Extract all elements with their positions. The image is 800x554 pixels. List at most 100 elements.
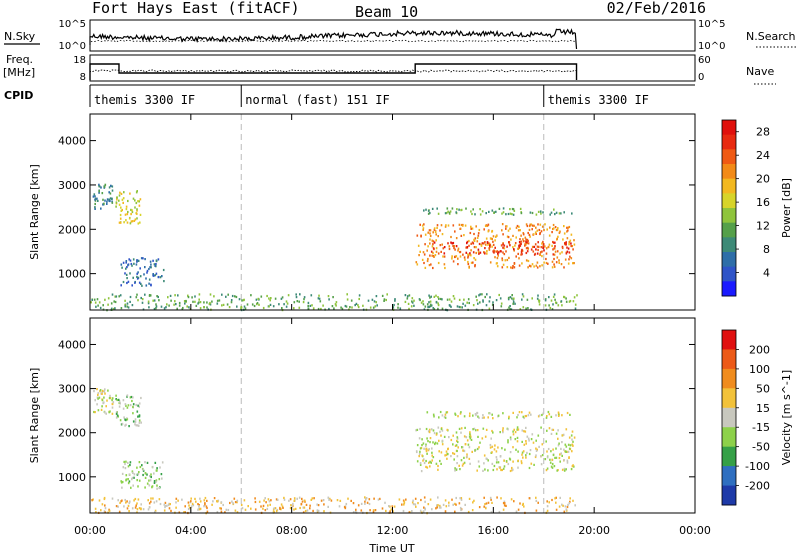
- echo-cell: [360, 509, 363, 512]
- echo-cell: [415, 505, 417, 508]
- echo-cell: [243, 298, 245, 301]
- echo-cell: [513, 248, 515, 251]
- echo-cell: [484, 224, 487, 227]
- echo-cell: [524, 244, 526, 247]
- echo-cell: [167, 296, 169, 299]
- echo-cell: [116, 398, 119, 402]
- echo-cell: [232, 502, 234, 505]
- echo-cell: [148, 278, 151, 281]
- echo-cell: [429, 242, 431, 245]
- echo-cell: [148, 306, 150, 309]
- echo-cell: [301, 497, 303, 500]
- echo-cell: [491, 230, 493, 233]
- echo-cell: [360, 502, 363, 505]
- echo-cell: [199, 307, 202, 310]
- echo-cell: [494, 239, 496, 242]
- echo-cell: [155, 307, 157, 310]
- echo-cell: [522, 238, 524, 241]
- echo-cell: [312, 307, 315, 310]
- echo-cell: [184, 511, 186, 514]
- echo-cell: [236, 305, 238, 308]
- echo-cell: [134, 199, 136, 202]
- echo-cell: [419, 427, 421, 431]
- echo-cell: [96, 298, 99, 301]
- echo-cell: [536, 297, 539, 300]
- echo-cell: [514, 242, 517, 245]
- echo-cell: [436, 207, 438, 210]
- echo-cell: [467, 262, 470, 266]
- echo-cell: [246, 303, 249, 306]
- echo-cell: [511, 297, 513, 300]
- echo-cell: [390, 508, 393, 511]
- echo-cell: [419, 447, 422, 450]
- echo-cell: [548, 304, 550, 307]
- echo-cell: [549, 461, 552, 464]
- echo-cell: [157, 258, 160, 261]
- x-tick-label: 00:00: [74, 524, 106, 537]
- echo-cell: [547, 447, 550, 451]
- echo-cell: [441, 233, 444, 236]
- echo-cell: [458, 298, 461, 301]
- echo-cell: [216, 299, 219, 302]
- echo-cell: [177, 499, 179, 502]
- cpid-mode-label: themis 3300 IF: [548, 93, 649, 107]
- echo-cell: [503, 247, 506, 250]
- echo-cell: [129, 192, 131, 195]
- echo-cell: [126, 305, 129, 308]
- echo-cell: [496, 468, 498, 471]
- echo-cell: [572, 248, 574, 251]
- echo-cell: [468, 457, 471, 460]
- echo-region: [91, 496, 576, 515]
- echo-cell: [365, 497, 368, 500]
- echo-cell: [565, 508, 568, 511]
- echo-cell: [453, 452, 456, 455]
- echo-cell: [478, 446, 480, 449]
- echo-cell: [514, 438, 517, 441]
- echo-cell: [137, 472, 140, 475]
- echo-cell: [507, 236, 510, 239]
- echo-cell: [512, 446, 514, 449]
- echo-cell: [468, 239, 470, 243]
- echo-cell: [540, 230, 543, 233]
- colorbar-swatch: [722, 349, 736, 370]
- echo-cell: [447, 447, 449, 450]
- colorbar-swatch: [722, 178, 736, 194]
- nsky-label: N.Sky: [4, 30, 36, 43]
- colorbar-swatch: [722, 208, 736, 224]
- echo-cell: [443, 255, 446, 258]
- echo-cell: [551, 260, 554, 263]
- echo-cell: [460, 497, 463, 500]
- echo-cell: [126, 395, 128, 398]
- echo-cell: [466, 301, 468, 304]
- echo-cell: [344, 507, 347, 510]
- echo-cell: [276, 498, 279, 501]
- echo-cell: [403, 503, 405, 506]
- echo-cell: [520, 460, 523, 463]
- echo-cell: [558, 456, 561, 460]
- echo-cell: [155, 272, 158, 275]
- echo-cell: [484, 252, 486, 255]
- echo-cell: [174, 300, 176, 303]
- echo-cell: [436, 224, 439, 227]
- echo-cell: [493, 448, 496, 451]
- echo-cell: [471, 212, 473, 216]
- echo-cell: [471, 509, 474, 512]
- echo-cell: [493, 249, 495, 252]
- echo-cell: [452, 452, 454, 455]
- echo-cell: [138, 200, 140, 203]
- echo-cell: [131, 399, 133, 403]
- echo-cell: [573, 465, 575, 468]
- echo-cell: [545, 252, 548, 255]
- echo-cell: [450, 241, 452, 244]
- echo-cell: [105, 405, 107, 408]
- echo-cell: [457, 415, 459, 418]
- echo-cell: [452, 443, 454, 446]
- echo-cell: [92, 195, 95, 198]
- y-tick-label: 3000: [58, 383, 86, 396]
- echo-cell: [126, 266, 128, 269]
- echo-cell: [483, 242, 485, 245]
- echo-cell: [126, 302, 129, 305]
- echo-cell: [564, 505, 567, 508]
- echo-cell: [407, 302, 410, 305]
- echo-cell: [260, 505, 262, 508]
